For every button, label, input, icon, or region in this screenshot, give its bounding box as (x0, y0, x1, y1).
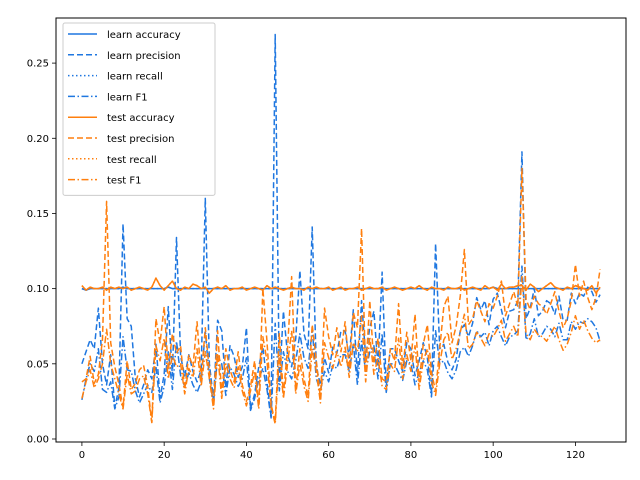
x-tick-label: 100 (484, 450, 503, 461)
series-line-test-precision (81, 167, 601, 424)
axes-frame (55, 17, 627, 443)
y-tick-label: 0.10 (27, 284, 49, 295)
legend-label-learn-accuracy: learn accuracy (107, 30, 181, 41)
legend-label-learn-recall: learn recall (107, 72, 163, 83)
series-layer (81, 33, 601, 425)
series-line-learn-precision (81, 33, 601, 418)
plot-area (81, 33, 601, 425)
legend-label-learn-f1: learn F1 (107, 92, 148, 103)
x-tick-label: 20 (158, 450, 171, 461)
x-tick-label: 40 (240, 450, 253, 461)
legend-label-test-recall: test recall (107, 155, 157, 166)
legend: learn accuracy learn precision learn recal… (62, 22, 216, 196)
legend-label-test-f1: test F1 (107, 176, 142, 187)
legend-label-test-precision: test precision (107, 134, 175, 145)
x-axis: 0 20 40 60 80 100 120 (79, 442, 585, 461)
y-axis: 0.00 0.05 0.10 0.15 0.20 0.25 (27, 59, 56, 445)
x-tick-label: 60 (322, 450, 335, 461)
x-tick-label: 120 (566, 450, 585, 461)
legend-label-test-accuracy: test accuracy (107, 113, 175, 124)
x-tick-label: 80 (405, 450, 418, 461)
y-tick-label: 0.00 (27, 434, 49, 445)
x-tick-label: 0 (79, 450, 85, 461)
series-line-learn-recall (81, 286, 601, 291)
series-line-test-f1 (81, 275, 601, 425)
y-tick-label: 0.25 (27, 59, 49, 70)
y-tick-label: 0.05 (27, 359, 49, 370)
legend-label-learn-precision: learn precision (107, 51, 181, 62)
series-line-test-accuracy (81, 277, 601, 294)
y-tick-label: 0.20 (27, 134, 49, 145)
series-line-learn-f1 (81, 265, 601, 419)
legend-box (62, 22, 216, 196)
y-tick-label: 0.15 (27, 209, 49, 220)
